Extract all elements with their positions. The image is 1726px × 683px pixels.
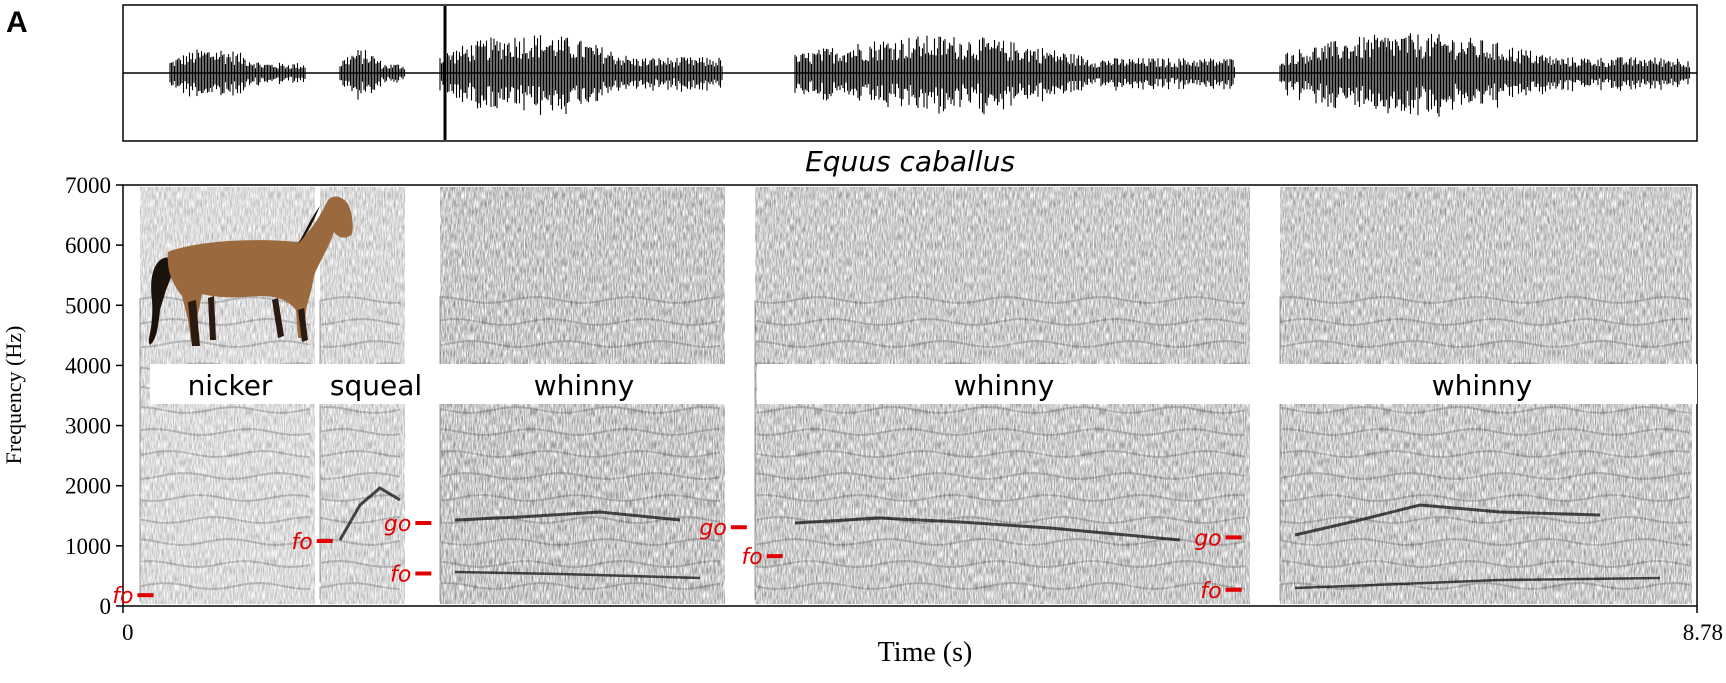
y-axis-label: Frequency (Hz) bbox=[1, 326, 26, 465]
marker-label-fo: fo bbox=[390, 563, 411, 588]
y-tick-label: 0 bbox=[100, 594, 112, 619]
call-label-band: nicker squeal whinny whinny whinny bbox=[150, 364, 1697, 404]
waveform-trace bbox=[169, 33, 1691, 117]
call-band-bg-2 bbox=[440, 364, 730, 404]
call-band-bg-1 bbox=[150, 364, 440, 404]
y-tick-label: 4000 bbox=[65, 353, 111, 378]
marker-label-go: go bbox=[1194, 526, 1221, 551]
y-tick-label: 5000 bbox=[65, 293, 111, 318]
panel-letter: A bbox=[6, 6, 28, 39]
waveform bbox=[123, 6, 1697, 140]
horse-icon bbox=[148, 196, 353, 346]
spectrogram-contour bbox=[1294, 576, 1661, 590]
x-axis-max-label: 8.78 bbox=[1683, 620, 1723, 645]
call-label-whinny-2: whinny bbox=[954, 369, 1055, 402]
spectrogram-contour bbox=[1294, 503, 1601, 537]
y-tick-label: 3000 bbox=[65, 414, 111, 439]
spectrogram-contour bbox=[794, 516, 1181, 542]
y-tick-label: 2000 bbox=[65, 474, 111, 499]
call-band-bg-3 bbox=[757, 364, 1697, 404]
call-label-whinny-1: whinny bbox=[534, 369, 635, 402]
marker-label-fo: fo bbox=[741, 545, 762, 570]
marker-label-fo: fo bbox=[292, 530, 313, 555]
marker-label-go: go bbox=[384, 512, 411, 537]
x-axis-label: Time (s) bbox=[878, 637, 973, 668]
species-title: Equus caballus bbox=[805, 145, 1015, 178]
call-label-squeal: squeal bbox=[330, 369, 422, 402]
y-tick-label: 1000 bbox=[65, 534, 111, 559]
spectrogram-contour bbox=[454, 510, 681, 522]
x-axis-min-label: 0 bbox=[122, 620, 134, 645]
y-tick-label: 6000 bbox=[65, 233, 111, 258]
marker-label-go: go bbox=[699, 516, 726, 541]
y-axis-ticks: 0 1000 2000 3000 4000 5000 6000 7000 bbox=[65, 173, 123, 619]
marker-label-fo: fo bbox=[1200, 579, 1221, 604]
marker-label-fo: fo bbox=[112, 584, 133, 609]
y-tick-label: 7000 bbox=[65, 173, 111, 198]
call-label-whinny-3: whinny bbox=[1432, 369, 1533, 402]
call-label-nicker: nicker bbox=[188, 369, 273, 402]
spectrogram-contour bbox=[454, 570, 701, 580]
spectrogram-contour bbox=[338, 486, 401, 541]
